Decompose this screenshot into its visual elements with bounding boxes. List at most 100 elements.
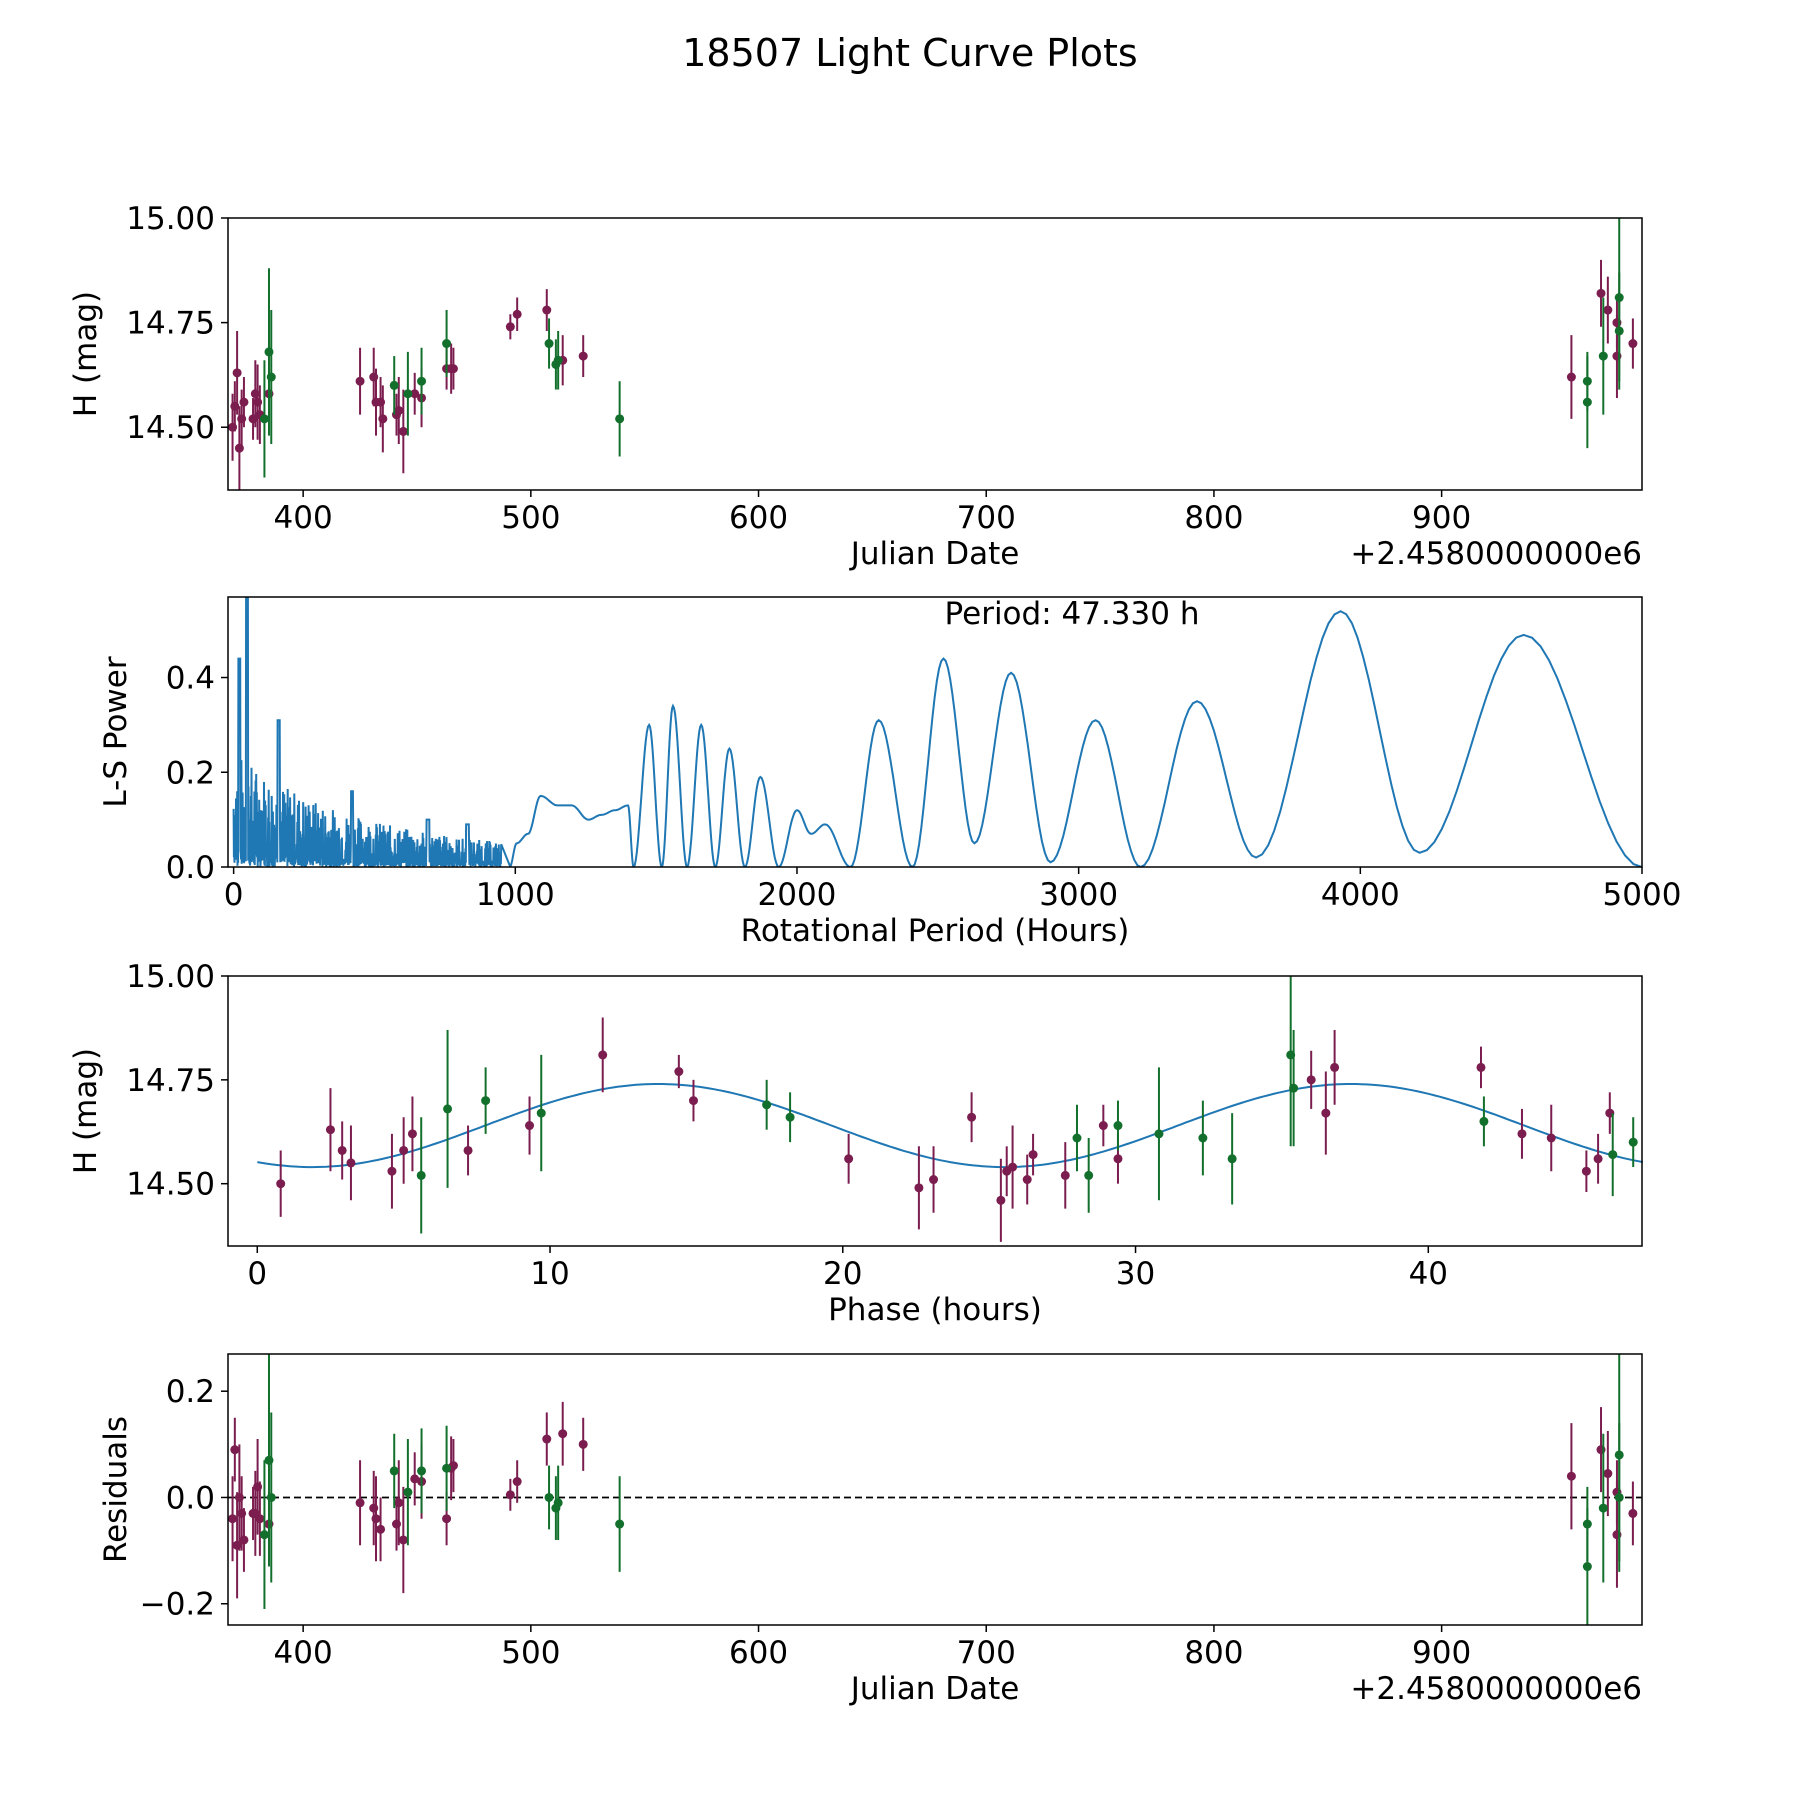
maroon-band-point xyxy=(505,322,515,332)
green-band-point xyxy=(536,1108,546,1118)
maroon-band-point xyxy=(448,1461,458,1471)
x-tick-label: 20 xyxy=(823,1256,862,1292)
y-axis-label: L-S Power xyxy=(98,656,134,807)
maroon-band-point xyxy=(996,1195,1006,1205)
maroon-band-point xyxy=(512,1477,522,1487)
maroon-band-point xyxy=(276,1179,286,1189)
maroon-band-point xyxy=(1546,1133,1556,1143)
maroon-band-point xyxy=(1581,1166,1591,1176)
maroon-band-point xyxy=(1113,1154,1123,1164)
maroon-band-point xyxy=(1517,1129,1527,1139)
maroon-band-point xyxy=(448,364,458,374)
green-band-point xyxy=(1598,1503,1608,1513)
maroon-band-point xyxy=(394,405,404,415)
maroon-band-point xyxy=(1603,305,1613,315)
y-tick-label: 15.00 xyxy=(126,959,215,995)
plot-panels: 400 500 600 700 800 90014.5014.7515.00Julian … xyxy=(68,201,1681,1707)
green-band-point xyxy=(1582,397,1592,407)
maroon-band-point xyxy=(239,397,249,407)
green-band-point xyxy=(259,414,269,424)
green-band-point xyxy=(1154,1129,1164,1139)
y-tick-label: 14.50 xyxy=(126,1167,215,1203)
maroon-band-point xyxy=(1098,1121,1108,1131)
maroon-band-point xyxy=(512,309,522,319)
axes-frame xyxy=(227,1353,1643,1626)
green-band-point xyxy=(1479,1116,1489,1126)
data-points xyxy=(228,1354,1638,1625)
phased-panel: 0 10 20 30 40 14.50 14.75 15.00 Phase (hours) H (… xyxy=(68,959,1644,1328)
y-tick-label: 0.0 xyxy=(166,850,215,886)
maroon-band-point xyxy=(1028,1150,1038,1160)
green-band-point xyxy=(1614,326,1624,336)
x-tick-label: 500 xyxy=(501,500,560,536)
x-tick-label: 0 xyxy=(247,1256,267,1292)
maroon-band-point xyxy=(578,1439,588,1449)
model-fit-curve xyxy=(257,1083,1644,1169)
maroon-band-point xyxy=(542,305,552,315)
data-points xyxy=(228,218,1638,490)
maroon-band-point xyxy=(378,414,388,424)
green-band-point xyxy=(442,339,452,349)
green-band-point xyxy=(389,1466,399,1476)
x-tick-label: 400 xyxy=(274,500,333,536)
maroon-band-point xyxy=(1566,372,1576,382)
y-tick-label: 14.75 xyxy=(126,1063,215,1099)
periodogram-curve xyxy=(232,597,1642,867)
maroon-band-point xyxy=(844,1154,854,1164)
maroon-band-point xyxy=(525,1121,535,1131)
y-tick-label: 0.4 xyxy=(166,661,215,697)
maroon-band-point xyxy=(1008,1162,1018,1172)
green-band-point xyxy=(1628,1137,1638,1147)
x-tick-label: 10 xyxy=(530,1256,569,1292)
x-tick-label: 700 xyxy=(957,1635,1016,1671)
axes-frame xyxy=(227,217,1643,491)
maroon-band-point xyxy=(1321,1108,1331,1118)
maroon-band-point xyxy=(239,1535,249,1545)
x-tick-label: 40 xyxy=(1409,1256,1448,1292)
y-tick-label: 0.2 xyxy=(166,1374,215,1410)
maroon-band-point xyxy=(1596,288,1606,298)
x-axis-label: Julian Date xyxy=(849,536,1020,572)
x-tick-label: 3000 xyxy=(1039,877,1118,913)
green-band-point xyxy=(266,1492,276,1502)
green-band-point xyxy=(403,389,413,399)
maroon-band-point xyxy=(1022,1175,1032,1185)
green-band-point xyxy=(481,1096,491,1106)
green-band-point xyxy=(785,1112,795,1122)
maroon-band-point xyxy=(914,1183,924,1193)
x-tick-label: 800 xyxy=(1184,500,1243,536)
maroon-band-point xyxy=(410,389,420,399)
maroon-band-point xyxy=(688,1096,698,1106)
axes-frame xyxy=(227,596,1643,868)
axes-frame xyxy=(227,975,1643,1247)
maroon-band-point xyxy=(1476,1062,1486,1072)
data-points xyxy=(276,976,1638,1242)
periodogram-line xyxy=(232,597,1642,867)
maroon-band-point xyxy=(1306,1075,1316,1085)
maroon-band-point xyxy=(255,1514,265,1524)
green-band-point xyxy=(553,1498,563,1508)
maroon-band-point xyxy=(230,1445,240,1455)
maroon-band-point xyxy=(1060,1170,1070,1180)
maroon-band-point xyxy=(442,1514,452,1524)
x-offset-label: +2.4580000000e6 xyxy=(1350,536,1642,572)
maroon-band-point xyxy=(337,1145,347,1155)
green-band-point xyxy=(1072,1133,1082,1143)
x-tick-label: 700 xyxy=(957,500,1016,536)
maroon-band-point xyxy=(398,1535,408,1545)
maroon-band-point xyxy=(407,1129,417,1139)
maroon-band-point xyxy=(1566,1471,1576,1481)
y-axis-label: H (mag) xyxy=(68,291,104,417)
maroon-band-point xyxy=(558,1429,568,1439)
x-tick-label: 400 xyxy=(274,1635,333,1671)
green-band-point xyxy=(416,1170,426,1180)
x-tick-label: 600 xyxy=(729,1635,788,1671)
x-offset-label: +2.4580000000e6 xyxy=(1350,1671,1642,1707)
y-tick-label: 0.2 xyxy=(166,755,215,791)
figure-title: 18507 Light Curve Plots xyxy=(682,31,1137,75)
green-band-point xyxy=(615,1519,625,1529)
maroon-band-point xyxy=(410,1474,420,1484)
y-tick-label: 15.00 xyxy=(126,201,215,237)
maroon-band-point xyxy=(598,1050,608,1060)
